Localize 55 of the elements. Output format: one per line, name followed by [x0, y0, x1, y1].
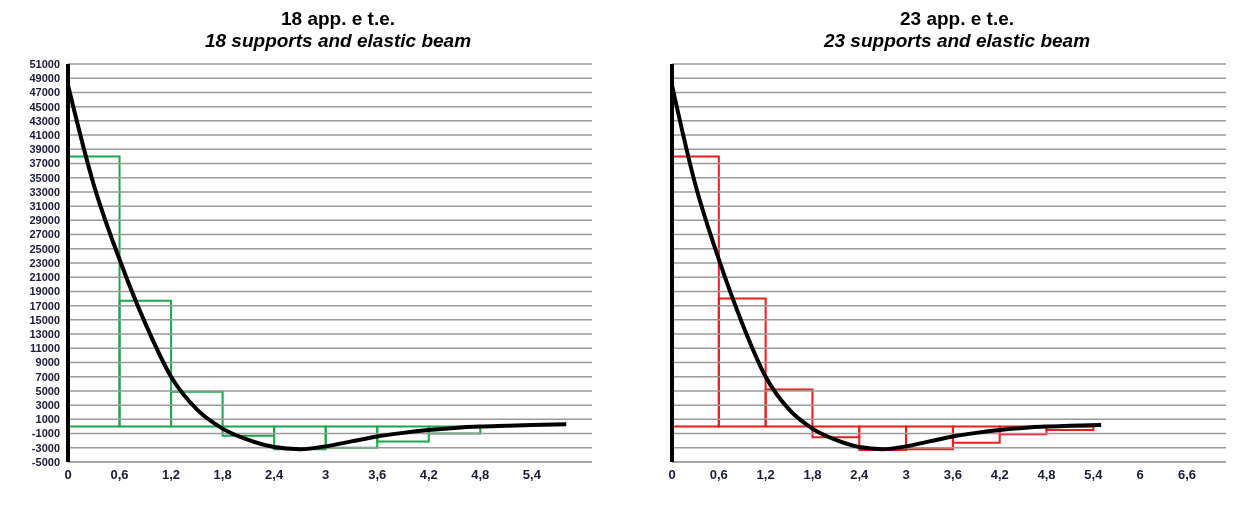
y-tick-label: -3000	[31, 441, 60, 454]
y-tick-label: 29000	[29, 214, 60, 227]
x-tick-label: 6,6	[1177, 467, 1197, 483]
y-tick-label: 41000	[29, 128, 60, 141]
y-tick-label: 37000	[29, 157, 60, 170]
chart-title: 18 app. e t.e.	[279, 8, 396, 30]
y-tick-label: 43000	[29, 114, 60, 127]
y-tick-label: 49000	[29, 72, 60, 85]
y-tick-label: -5000	[31, 455, 60, 468]
y-tick-label: 33000	[29, 185, 60, 198]
x-tick-label: 3,6	[368, 467, 387, 483]
x-tick-label: 1,8	[803, 467, 822, 483]
chart-title: 23 app. e t.e.	[898, 8, 1015, 30]
x-tick-label: 1,2	[162, 467, 181, 483]
x-tick-label: 0	[64, 467, 72, 483]
x-tick-label: 1,8	[213, 467, 232, 483]
y-tick-label: 39000	[29, 143, 60, 156]
y-tick-label: 31000	[29, 200, 60, 213]
y-tick-label: 1000	[35, 413, 60, 426]
x-tick-label: 4,8	[471, 467, 490, 483]
y-tick-label: 45000	[29, 100, 60, 113]
y-tick-label: 21000	[29, 271, 60, 284]
y-tick-label: 35000	[29, 171, 60, 184]
x-tick-label: 4,2	[990, 467, 1009, 483]
x-tick-label: 0,6	[709, 467, 728, 483]
chart-subtitle: 18 supports and elastic beam	[203, 30, 473, 52]
y-tick-label: 5000	[35, 384, 60, 397]
x-tick-label: 0,6	[110, 467, 129, 483]
x-tick-label: 4,2	[419, 467, 438, 483]
chart-subtitle: 23 supports and elastic beam	[822, 30, 1092, 52]
x-tick-label: 0	[668, 467, 676, 483]
x-tick-label: 5,4	[522, 467, 542, 483]
x-tick-label: 1,2	[756, 467, 775, 483]
x-tick-label: 3	[322, 467, 330, 483]
y-tick-label: 23000	[29, 256, 60, 269]
x-tick-label: 6	[1136, 467, 1144, 483]
x-tick-label: 2,4	[850, 467, 870, 483]
y-tick-label: 47000	[29, 86, 60, 99]
y-tick-label: 7000	[35, 370, 60, 383]
x-tick-label: 4,8	[1037, 467, 1056, 483]
y-tick-label: -1000	[31, 427, 60, 440]
x-tick-label: 3	[902, 467, 910, 483]
x-tick-label: 2,4	[265, 467, 284, 483]
y-tick-label: 25000	[29, 242, 60, 255]
y-tick-label: 9000	[35, 356, 60, 369]
x-tick-label: 3,6	[943, 467, 962, 483]
y-tick-label: 17000	[29, 299, 60, 312]
y-tick-label: 51000	[29, 57, 60, 70]
x-tick-label: 5,4	[1084, 467, 1104, 483]
y-tick-label: 15000	[29, 313, 60, 326]
y-tick-label: 27000	[29, 228, 60, 241]
y-tick-label: 13000	[29, 327, 60, 340]
y-tick-label: 19000	[29, 285, 60, 298]
y-tick-label: 3000	[35, 399, 60, 412]
y-tick-label: 11000	[30, 342, 60, 355]
